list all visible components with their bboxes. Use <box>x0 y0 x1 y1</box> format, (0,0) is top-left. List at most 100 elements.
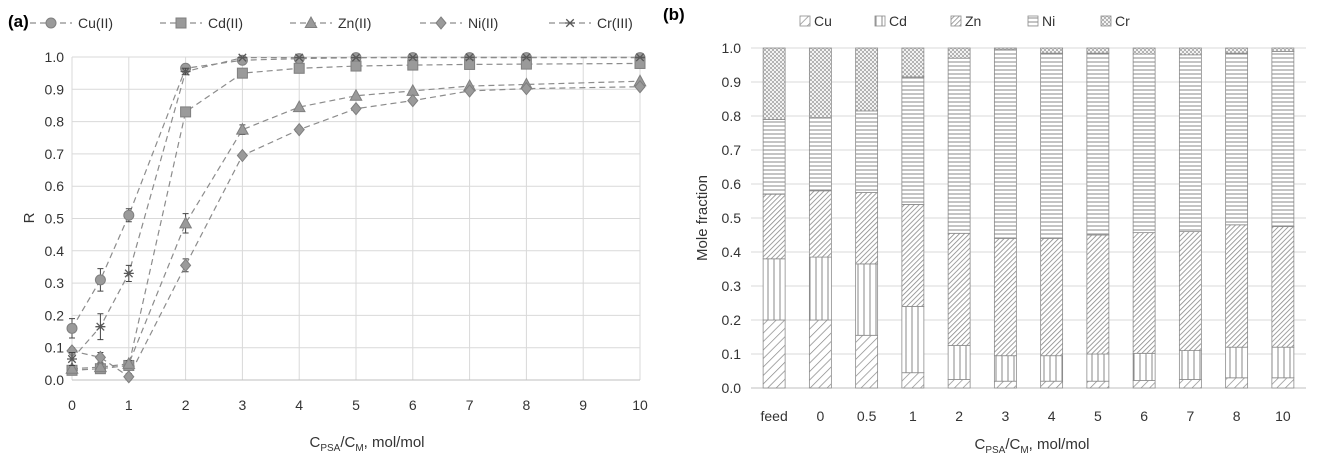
legend-swatch <box>1100 15 1112 27</box>
data-point <box>180 106 192 118</box>
bar-stack-10 <box>1271 47 1295 389</box>
bar-segment-zn <box>1225 224 1249 348</box>
x-tick-label: 0 <box>68 397 76 413</box>
legend-item-cd: Cd <box>874 13 907 29</box>
y-tick-label: 0.2 <box>722 312 742 328</box>
bar-segment-cr <box>808 47 832 119</box>
data-point <box>236 67 248 79</box>
x-tick-label: 5 <box>352 397 360 413</box>
bar-stack-0 <box>808 47 832 389</box>
bar-segment-zn <box>901 203 925 307</box>
legend-label: Ni(II) <box>468 15 498 31</box>
y-tick-label: 0.9 <box>45 81 65 97</box>
data-point <box>349 88 363 101</box>
chart-a: 0.0 0.1 0.2 0.3 0.4 0.5 0.6 0.7 0.8 0.9 1.0 0 1 2 3 4 5 6… <box>8 12 648 454</box>
x-tick-label: feed <box>761 408 788 424</box>
bar-segment-cu <box>901 372 925 389</box>
bar-segment-cd <box>1178 350 1202 380</box>
bar-segment-zn <box>993 237 1017 357</box>
bar-segment-cr <box>1271 47 1295 52</box>
y-tick-label: 1.0 <box>722 40 742 56</box>
data-point <box>464 58 476 70</box>
legend-swatch <box>1027 15 1039 27</box>
x-tick-label: 10 <box>632 397 648 413</box>
legend-swatch <box>950 15 962 27</box>
bar-segment-cu <box>1086 380 1110 389</box>
data-point <box>122 356 136 369</box>
bar-segment-cr <box>1225 47 1249 54</box>
y-tick-label: 0.5 <box>722 210 742 226</box>
data-point <box>565 18 575 28</box>
bar-segment-cr <box>1132 47 1156 55</box>
bar-segment-cd <box>901 305 925 374</box>
y-tick-label: 0.3 <box>45 275 65 291</box>
bar-stack-8 <box>1225 47 1249 389</box>
data-point <box>93 360 107 373</box>
data-point <box>237 53 248 62</box>
bar-segment-zn <box>1040 237 1064 357</box>
bar-segment-zn <box>762 193 786 260</box>
bar-segment-zn <box>1086 234 1110 355</box>
y-tick-label: 0.5 <box>45 211 65 227</box>
bar-segment-ni <box>855 110 879 193</box>
legend-label: Cu(II) <box>78 15 113 31</box>
bar-segment-cu <box>762 319 786 389</box>
bar-segment-cd <box>1086 353 1110 382</box>
x-tick-label: 5 <box>1094 408 1102 424</box>
data-point <box>293 122 305 137</box>
data-point <box>95 322 106 331</box>
y-axis-label-b: Mole fraction <box>694 175 711 261</box>
data-point <box>123 209 135 221</box>
x-tick-label: 8 <box>523 397 531 413</box>
data-point <box>94 274 106 286</box>
panel-b-label: (b) <box>663 5 685 24</box>
x-tick-label: 1 <box>909 408 917 424</box>
bar-segment-ni <box>1040 52 1064 239</box>
data-point <box>235 122 249 135</box>
x-tick-label: 3 <box>1001 408 1009 424</box>
data-point <box>179 216 193 229</box>
y-tick-label: 0.6 <box>722 176 742 192</box>
x-tick-label: 2 <box>955 408 963 424</box>
bar-segment-cr <box>855 47 879 112</box>
bar-segment-zn <box>1132 232 1156 354</box>
data-point <box>94 350 107 365</box>
data-point <box>407 93 419 108</box>
data-point <box>634 57 646 69</box>
bar-segment-cr <box>901 47 925 78</box>
data-point <box>635 53 645 62</box>
legend-label: Cd(II) <box>208 15 243 31</box>
bar-segment-cd <box>1225 346 1249 379</box>
legend-item-zn: Zn <box>950 13 981 29</box>
y-tick-label: 0.4 <box>45 243 65 259</box>
x-tick-label: 2 <box>182 397 190 413</box>
x-tick-label: 10 <box>1275 408 1291 424</box>
bar-segment-cr <box>1178 47 1202 56</box>
legend-label: Ni <box>1042 13 1055 29</box>
x-tick-label: 7 <box>466 397 474 413</box>
bar-stack-3 <box>993 47 1017 389</box>
x-tick-label: 1 <box>125 397 133 413</box>
bar-segment-cd <box>1040 355 1064 382</box>
legend-swatch <box>874 15 886 27</box>
bar-segment-cd <box>808 256 832 321</box>
series-line <box>71 80 641 370</box>
y-tick-label: 0.0 <box>722 380 742 396</box>
bar-segment-cr <box>1040 47 1064 54</box>
bar-segment-zn <box>1271 226 1295 348</box>
bar-stack-6 <box>1132 47 1156 389</box>
data-point <box>67 354 77 364</box>
y-tick-label: 0.7 <box>45 146 65 162</box>
x-tick-label: 6 <box>1140 408 1148 424</box>
bar-segment-zn <box>947 232 971 346</box>
data-point <box>435 16 447 30</box>
bar-segment-ni <box>1271 51 1295 227</box>
x-axis-label-b: CPSA/CM, mol/mol <box>974 436 1089 456</box>
legend-label: Zn <box>965 13 981 29</box>
data-point <box>407 59 419 71</box>
data-point <box>66 322 78 334</box>
bar-segment-cu <box>855 334 879 389</box>
bar-segment-ni <box>1086 52 1110 236</box>
data-point <box>304 15 318 28</box>
bar-segment-ni <box>808 117 832 192</box>
